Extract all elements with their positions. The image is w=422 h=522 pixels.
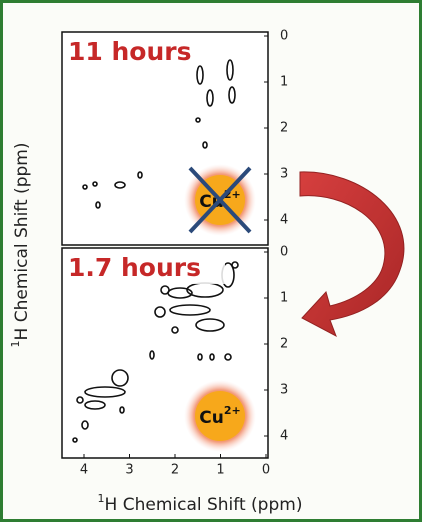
- ion-charge: 2+: [224, 404, 241, 417]
- label-text: H Chemical Shift (ppm): [12, 143, 32, 341]
- y-tick-label: 1: [280, 75, 288, 90]
- x-tick-label: 4: [80, 463, 88, 478]
- label-superscript: 1: [9, 340, 22, 347]
- y-tick-label: 2: [280, 337, 288, 352]
- panel-title: 1.7 hours: [68, 253, 201, 282]
- ion-symbol: Cu: [199, 408, 224, 428]
- x-axis-label: 1H Chemical Shift (ppm): [98, 492, 303, 515]
- y-tick-label: 1: [280, 291, 288, 306]
- y-tick-label: 3: [280, 383, 288, 398]
- x-tick-label: 2: [171, 463, 179, 478]
- y-tick-label: 2: [280, 121, 288, 136]
- x-tick-label: 1: [216, 463, 224, 478]
- x-tick-label: 0: [262, 463, 270, 478]
- y-tick-label: 4: [280, 213, 288, 228]
- y-tick-label: 0: [280, 245, 288, 260]
- panel-title: 11 hours: [68, 37, 191, 66]
- y-axis-label: 1H Chemical Shift (ppm): [9, 143, 32, 348]
- label-superscript: 1: [98, 492, 105, 505]
- y-tick-label: 0: [280, 29, 288, 44]
- label-text: H Chemical Shift (ppm): [105, 495, 303, 515]
- y-tick-label: 3: [280, 167, 288, 182]
- x-tick-label: 3: [125, 463, 133, 478]
- y-tick-label: 4: [280, 429, 288, 444]
- figure: 0123411 hoursCu2+012341.7 hoursCu2+43210…: [0, 0, 422, 522]
